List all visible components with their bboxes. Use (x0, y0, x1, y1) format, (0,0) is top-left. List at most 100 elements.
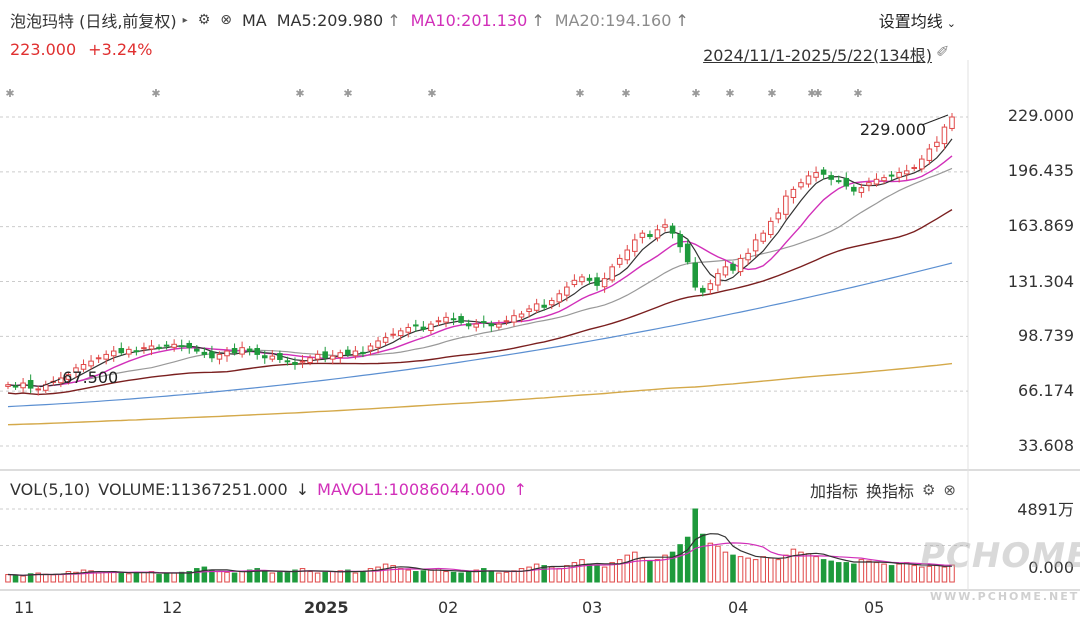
candle-body (684, 243, 691, 263)
x-tick-label: 04 (728, 598, 749, 617)
volume-bar (178, 571, 185, 583)
y-tick-label: 229.000 (1007, 106, 1074, 125)
candle-body (503, 320, 510, 323)
candle-body (35, 388, 41, 391)
candle-body (654, 229, 661, 239)
volume-bar (345, 569, 351, 583)
volume-bar (473, 569, 479, 583)
x-tick-label: 03 (582, 598, 603, 617)
volume-bar (450, 571, 457, 583)
candle-body (873, 178, 880, 185)
volume-bar (194, 568, 200, 583)
volume-bar (783, 554, 789, 583)
volume-bar (873, 562, 880, 583)
high-annotation-arrow (921, 114, 949, 126)
candle-body (843, 177, 850, 187)
volume-bar (397, 568, 404, 583)
volume-bar (156, 574, 162, 583)
volume-bar (239, 571, 245, 583)
candle-body (858, 187, 865, 193)
volume-bar (329, 571, 336, 583)
candle-body (594, 277, 600, 286)
down-arrow-icon: ↓ (295, 479, 310, 499)
candle-body (760, 232, 766, 242)
candle-body (58, 377, 64, 384)
candle-body (473, 323, 479, 328)
stock-name[interactable]: 泡泡玛特 (日线,前复权) (10, 12, 177, 31)
up-arrow-icon: ↑ (387, 10, 401, 30)
switch-indicator-button[interactable]: 换指标 (865, 482, 914, 501)
event-marker-icon: ✱ (621, 87, 630, 100)
volume-bar (941, 566, 948, 583)
x-tick-label: 05 (864, 598, 885, 617)
volume-bar (390, 565, 396, 583)
close-icon[interactable]: ⊗ (220, 12, 232, 28)
volume-bar (382, 563, 389, 583)
volume-bar (684, 536, 691, 583)
close-icon[interactable]: ⊗ (943, 481, 956, 499)
y-tick-label: 98.739 (1018, 326, 1074, 345)
candle-body (722, 266, 729, 276)
candle-body (337, 352, 344, 358)
ma5-line (7, 138, 953, 387)
candle-body (790, 188, 797, 198)
candle-body (254, 348, 260, 355)
volume-bar (314, 572, 321, 583)
candle-body (201, 351, 208, 355)
gear-icon[interactable]: ⚙ (921, 481, 936, 499)
volume-tick-label: 4891万 (1017, 500, 1074, 519)
candle-body (458, 316, 464, 323)
volume-bar (594, 565, 600, 583)
volume-bar (790, 548, 797, 583)
candle-body (541, 304, 547, 308)
x-tick-label: 2025 (304, 598, 349, 617)
candle-body (12, 385, 19, 388)
date-range[interactable]: 2024/11/1-2025/5/22(134根) (703, 46, 932, 65)
candle-body (148, 345, 155, 350)
volume-bar (413, 571, 419, 583)
volume-bar (896, 563, 902, 583)
volume-bar (609, 562, 615, 583)
candle-body (919, 158, 925, 170)
ma-settings-button[interactable]: 设置均线 ⌄ (878, 12, 956, 31)
volume-bar (760, 556, 766, 583)
volume-bar (254, 568, 260, 583)
candle-body (481, 321, 487, 324)
volume-bar (579, 559, 585, 583)
volume-bar (662, 554, 668, 583)
add-indicator-button[interactable]: 加指标 (809, 482, 858, 501)
volume-bar (126, 573, 132, 583)
volume-bar (677, 544, 683, 583)
volume-bar (95, 572, 102, 583)
candle-body (262, 355, 268, 359)
chart-header: 泡泡玛特 (日线,前复权) ▸ ⚙ ⊗ MA MA5:209.980 ↑ MA10… (10, 8, 689, 32)
candle-body (533, 303, 540, 311)
candle-body (941, 126, 948, 145)
up-arrow-icon: ↑ (531, 10, 545, 30)
expand-caret-icon[interactable]: ▸ (182, 14, 188, 26)
volume-bar (903, 562, 910, 583)
candle-body (224, 350, 230, 357)
pin-icon[interactable]: ✐ (936, 42, 950, 61)
candle-body (435, 320, 442, 323)
volume-tick-label: 0.000 (1028, 558, 1074, 577)
candle-body (65, 374, 72, 380)
volume-bar (292, 569, 298, 583)
candle-body (194, 348, 200, 352)
candle-body (95, 357, 102, 360)
volume-bar (730, 554, 736, 583)
candle-body (518, 313, 525, 318)
volume-bar (171, 572, 177, 583)
gear-icon[interactable]: ⚙ (197, 12, 211, 28)
candle-body (360, 351, 366, 354)
volume-bar (103, 571, 109, 583)
low-annotation-arrow (40, 378, 61, 388)
volume-bar (481, 568, 487, 583)
candle-body (299, 360, 306, 363)
candle-body (450, 318, 457, 321)
volume-bar (919, 566, 925, 583)
volume-bar (820, 559, 827, 583)
event-marker-icon: ✱ (151, 87, 160, 100)
last-price: 223.000 (10, 40, 77, 59)
candle-body (730, 263, 736, 271)
